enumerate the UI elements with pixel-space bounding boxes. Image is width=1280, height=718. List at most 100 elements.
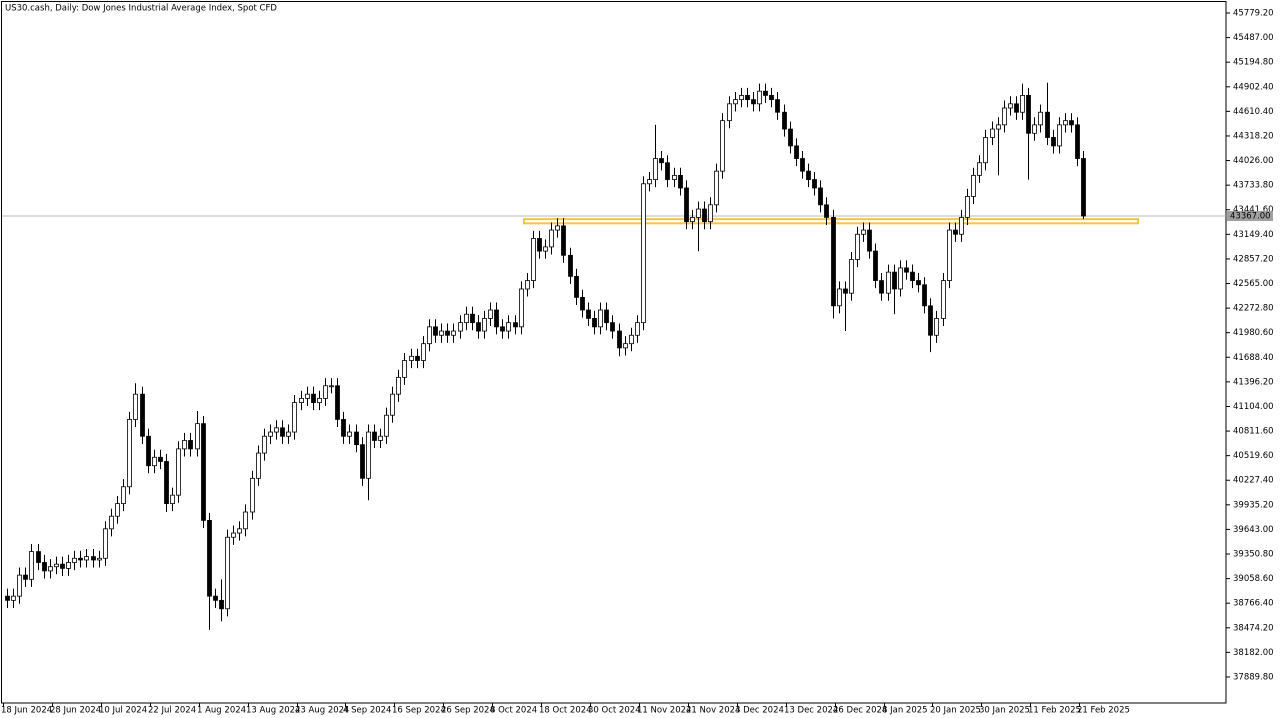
y-tick-label: 44902.40	[1233, 82, 1274, 92]
candle-body	[121, 486, 126, 504]
candle-body	[299, 397, 304, 403]
candle-body	[782, 111, 787, 130]
x-tick-label: 30 Oct 2024	[588, 706, 641, 716]
candle-body	[733, 99, 738, 105]
x-tick-label: 1 Aug 2024	[197, 706, 246, 716]
x-tick-label: 8 Jan 2025	[882, 706, 928, 716]
candle-body	[641, 183, 646, 324]
candle-body	[647, 179, 652, 185]
candle-body	[243, 511, 248, 530]
candle-body	[696, 208, 701, 218]
candle-body	[629, 334, 634, 345]
candle-body	[623, 343, 628, 349]
candle-body	[488, 309, 493, 319]
candle-body	[855, 233, 860, 260]
x-tick-label: 13 Dec 2024	[784, 706, 838, 716]
candle-body	[482, 318, 487, 332]
y-tick-label: 41396.20	[1233, 377, 1274, 387]
x-tick-label: 30 Jan 2025	[979, 706, 1030, 716]
candle-body	[1014, 103, 1019, 113]
candle-body	[1026, 95, 1031, 134]
y-tick-label: 37889.80	[1233, 672, 1274, 682]
x-tick-label: 13 Aug 2024	[246, 706, 300, 716]
y-tick-label: 41980.60	[1233, 328, 1274, 338]
candle-body	[292, 402, 297, 433]
candle-body	[928, 305, 933, 336]
candle-body	[464, 313, 469, 324]
candle-body	[384, 414, 389, 437]
candle-body	[280, 427, 285, 437]
candle-body	[971, 174, 976, 197]
y-tick-label: 44026.00	[1233, 156, 1274, 166]
candle-body	[922, 284, 927, 307]
candle-body	[892, 271, 897, 290]
candle-body	[672, 174, 677, 180]
candle-body	[458, 322, 463, 332]
candle-body	[934, 318, 939, 336]
candle-body	[225, 536, 230, 610]
candle-body	[286, 431, 291, 437]
x-tick-label: 11 Nov 2024	[637, 706, 691, 716]
candle-body	[207, 520, 212, 597]
candle-body	[182, 440, 187, 450]
candle-body	[1063, 120, 1068, 126]
candle-body	[739, 95, 744, 101]
x-tick-label: 22 Jul 2024	[148, 706, 196, 716]
x-tick-label: 10 Jul 2024	[99, 706, 147, 716]
y-tick-label: 38766.40	[1233, 599, 1274, 609]
y-tick-label: 38182.00	[1233, 648, 1274, 658]
candle-body	[916, 280, 921, 286]
candle-body	[66, 562, 71, 569]
candle-body	[97, 557, 102, 561]
candle-body	[140, 393, 145, 437]
candle-body	[543, 246, 548, 252]
candle-body	[268, 431, 273, 437]
candle-body	[439, 330, 444, 336]
candle-body	[274, 427, 279, 433]
y-tick-label: 41104.00	[1233, 402, 1274, 412]
candle-body	[421, 343, 426, 361]
y-tick-label: 45487.00	[1233, 33, 1274, 43]
candle-body	[568, 254, 573, 277]
candle-body	[983, 137, 988, 164]
candle-body	[574, 275, 579, 298]
candle-body	[494, 309, 499, 328]
candle-body	[818, 187, 823, 206]
x-tick-label: 3 Dec 2024	[735, 706, 784, 716]
y-tick-label: 45194.80	[1233, 58, 1274, 68]
candle-body	[366, 431, 371, 479]
candle-body	[133, 393, 138, 420]
candle-body	[904, 267, 909, 273]
y-tick-label: 43733.80	[1233, 181, 1274, 191]
y-tick-label: 40227.40	[1233, 476, 1274, 486]
x-tick-label: 20 Jan 2025	[930, 706, 981, 716]
candle-body	[531, 238, 536, 281]
chart-title: US30.cash, Daily: Dow Jones Industrial A…	[5, 4, 277, 14]
candle-body	[1069, 120, 1074, 126]
candle-body	[60, 563, 65, 569]
candle-body	[1081, 158, 1086, 217]
current-price-tag	[1227, 211, 1273, 222]
y-tick-label: 42857.20	[1233, 254, 1274, 264]
candle-body	[959, 217, 964, 235]
candle-body	[36, 551, 41, 563]
candle-body	[390, 393, 395, 416]
candle-body	[317, 397, 322, 403]
candle-body	[1057, 124, 1062, 147]
candle-body	[714, 170, 719, 206]
candle-body	[708, 204, 713, 223]
y-tick-label: 39350.80	[1233, 550, 1274, 560]
candle-body	[396, 376, 401, 395]
candle-body	[720, 120, 725, 172]
candle-body	[347, 431, 352, 437]
candle-body	[617, 330, 622, 349]
candle-body	[17, 574, 22, 597]
y-tick-label: 43149.40	[1233, 230, 1274, 240]
candle-body	[195, 423, 200, 450]
candle-body	[941, 280, 946, 319]
candle-body	[213, 595, 218, 601]
candle-body	[1038, 111, 1043, 126]
candle-body	[250, 477, 255, 513]
y-tick-label: 42565.00	[1233, 279, 1274, 289]
candle-body	[837, 288, 842, 307]
